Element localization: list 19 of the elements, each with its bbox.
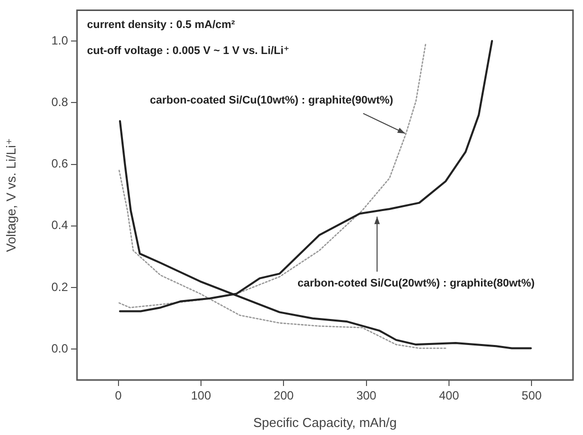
- annotation: cut-off voltage : 0.005 V ~ 1 V vs. Li/Li⁺: [87, 45, 290, 58]
- x-tick-label: 500: [522, 388, 542, 403]
- annotation: carbon-coated Si/Cu(10wt%) : graphite(90wt%): [150, 94, 394, 106]
- y-axis-title: Voltage, V vs. Li/Li⁺: [3, 138, 18, 252]
- y-tick-label: 0.2: [51, 280, 68, 294]
- y-tick-label: 0.0: [51, 341, 68, 356]
- annotation: current density : 0.5 mA/cm²: [87, 19, 236, 32]
- annotation: carbon-coted Si/Cu(20wt%) : graphite(80wt%): [298, 278, 535, 290]
- x-tick-label: 0: [114, 388, 122, 403]
- line-series: [118, 170, 446, 349]
- x-tick-label: 400: [438, 388, 460, 403]
- y-tick-label: 0.4: [51, 218, 68, 232]
- y-tick-label: 0.8: [51, 94, 68, 109]
- y-tick-label: 0.6: [51, 156, 68, 171]
- x-tick-label: 200: [274, 388, 294, 403]
- x-tick-label: 300: [356, 388, 377, 403]
- x-tick-label: 100: [190, 388, 212, 403]
- x-axis-title: Specific Capacity, mAh/g: [253, 414, 397, 430]
- y-tick-label: 1.0: [51, 33, 68, 48]
